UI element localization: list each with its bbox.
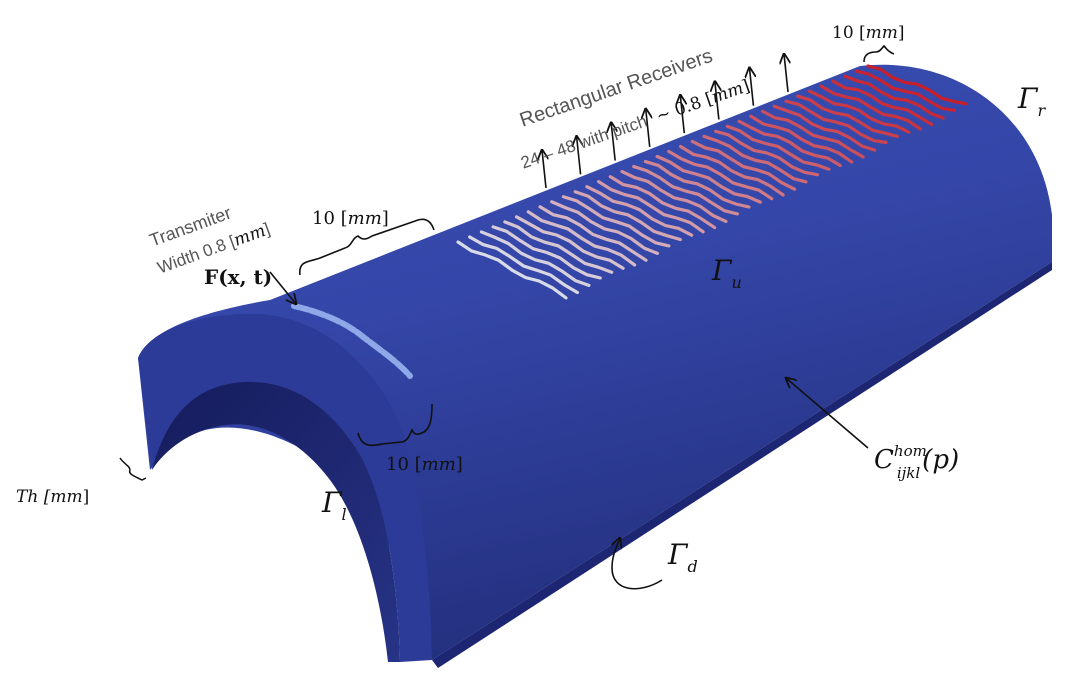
force-label: F(x, t) — [204, 265, 272, 289]
dim-bottom-label: 10 [mm] — [386, 454, 463, 475]
receiver-arrow — [749, 68, 753, 106]
receivers-title: Rectangular Receivers — [517, 45, 715, 132]
dim-right-brace — [864, 46, 894, 62]
dim-top-label: 10 [mm] — [312, 208, 389, 229]
gamma-r-label: Γr — [1017, 82, 1046, 120]
gamma-d-label: Γd — [667, 538, 698, 576]
receiver-arrow — [784, 54, 788, 92]
dim-right-label: 10 [mm] — [832, 23, 905, 43]
thickness-brace — [120, 458, 146, 480]
thickness-label: Th [mm] — [16, 487, 89, 507]
tensor-label: Chom ijkl(p) — [874, 442, 959, 482]
